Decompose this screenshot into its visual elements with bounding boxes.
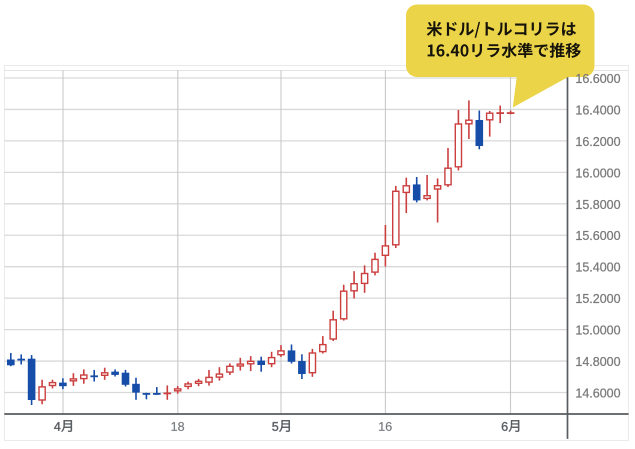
svg-text:15.4000: 15.4000 — [575, 261, 620, 275]
svg-text:15.2000: 15.2000 — [575, 292, 620, 306]
svg-text:14.6000: 14.6000 — [575, 387, 620, 401]
svg-text:16.0000: 16.0000 — [575, 166, 620, 180]
svg-text:15.8000: 15.8000 — [575, 198, 620, 212]
svg-text:16.6000: 16.6000 — [575, 72, 620, 86]
svg-text:16.2000: 16.2000 — [575, 135, 620, 149]
svg-text:15.0000: 15.0000 — [575, 324, 620, 338]
svg-text:16.4000: 16.4000 — [575, 104, 620, 118]
svg-text:15.6000: 15.6000 — [575, 229, 620, 243]
svg-text:14.8000: 14.8000 — [575, 355, 620, 369]
